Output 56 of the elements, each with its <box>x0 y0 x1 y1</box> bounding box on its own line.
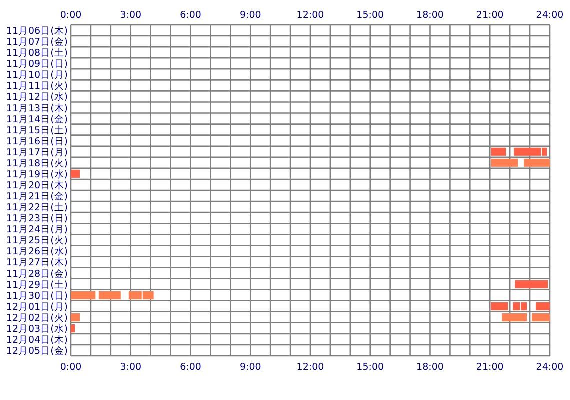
y-tick-label: 12月01日(月) <box>6 302 68 313</box>
bar <box>98 291 121 300</box>
x-tick-label: 15:00 <box>356 362 384 373</box>
y-tick-label: 11月12日(水) <box>6 91 68 104</box>
bar <box>502 313 528 322</box>
y-tick-label: 11月13日(木) <box>6 102 68 114</box>
y-tick-label: 11月07日(金) <box>6 36 68 48</box>
x2-tick-label: 24:00 <box>536 10 564 21</box>
x-tick-label: 24:00 <box>536 362 564 373</box>
x2-tick-label: 0:00 <box>60 10 82 21</box>
y-tick-label: 11月25日(火) <box>6 234 68 247</box>
x2-tick-label: 18:00 <box>416 10 444 21</box>
y-tick-label: 11月09日(日) <box>6 59 68 70</box>
x-tick-label: 12:00 <box>296 362 324 373</box>
y-tick-label: 11月28日(金) <box>6 268 68 280</box>
x2-tick-label: 21:00 <box>476 10 504 21</box>
y-tick-label: 11月10日(月) <box>6 70 68 82</box>
bar <box>491 302 508 310</box>
x2-tick-label: 9:00 <box>240 10 262 21</box>
bar <box>71 324 75 332</box>
x2-tick-label: 12:00 <box>296 10 324 21</box>
y-tick-label: 11月19日(水) <box>6 168 68 180</box>
y-tick-label: 11月29日(土) <box>6 278 68 291</box>
y-tick-label: 11月16日(日) <box>6 136 68 148</box>
y-tick-label: 11月18日(火) <box>6 157 68 170</box>
y-tick-label: 11月26日(水) <box>6 246 68 258</box>
bar <box>515 280 548 288</box>
x2-tick-label: 6:00 <box>180 10 202 21</box>
bar <box>524 158 550 167</box>
x-tick-label: 9:00 <box>240 362 262 373</box>
y-tick-label: 11月22日(土) <box>6 202 68 214</box>
y-tick-label: 12月02日(火) <box>6 312 68 324</box>
x2-tick-label: 15:00 <box>356 10 384 21</box>
y-tick-label: 11月21日(金) <box>6 190 68 203</box>
y-tick-label: 11月11日(火) <box>6 80 68 92</box>
y-tick-label: 12月04日(木) <box>6 334 68 346</box>
x-tick-label: 21:00 <box>476 362 504 373</box>
x-tick-label: 0:00 <box>60 362 82 373</box>
bar <box>491 148 506 156</box>
x-tick-label: 3:00 <box>120 362 142 373</box>
y-tick-label: 11月30日(日) <box>6 290 68 302</box>
y-tick-label: 12月03日(水) <box>6 322 68 335</box>
y-tick-label: 11月14日(金) <box>6 113 68 126</box>
x-tick-label: 6:00 <box>180 362 202 373</box>
y-tick-label: 11月15日(土) <box>6 124 68 136</box>
y-tick-label: 11月08日(土) <box>6 47 68 60</box>
y-tick-label: 11月24日(月) <box>6 224 68 236</box>
y-tick-label: 11月23日(日) <box>6 214 68 225</box>
y-tick-label: 11月27日(木) <box>6 256 68 269</box>
y-tick-label: 11月06日(木) <box>6 25 68 38</box>
y-tick-label: 11月20日(木) <box>6 179 68 192</box>
y-tick-label: 11月17日(月) <box>6 147 68 158</box>
x-tick-label: 18:00 <box>416 362 444 373</box>
bar <box>71 170 80 178</box>
y-tick-label: 12月05日(金) <box>6 344 68 357</box>
x2-tick-label: 3:00 <box>120 10 142 21</box>
